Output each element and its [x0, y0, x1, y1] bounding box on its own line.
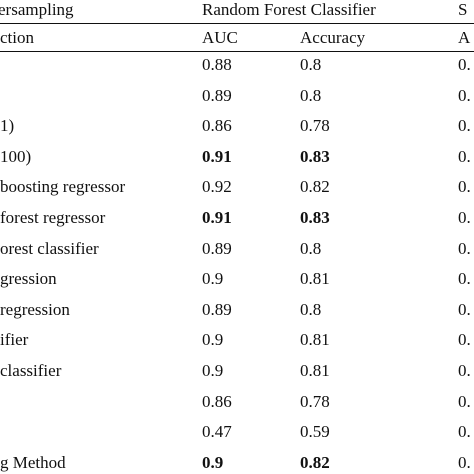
header-group-right: S [458, 0, 468, 19]
row-auc: 0.86 [202, 392, 232, 411]
row-accuracy: 0.8 [300, 300, 322, 319]
row-accuracy: 0.8 [300, 55, 322, 74]
row-label: classifier [0, 361, 62, 380]
row-right: 0. [458, 422, 471, 441]
row-label: 1) [0, 116, 15, 135]
row-accuracy: 0.83 [300, 208, 330, 227]
row-label: boosting regressor [0, 177, 126, 196]
row-right: 0. [458, 239, 471, 258]
row-label: orest classifier [0, 239, 99, 258]
row-accuracy: 0.59 [300, 422, 330, 441]
row-auc: 0.89 [202, 86, 232, 105]
row-auc: 0.89 [202, 300, 232, 319]
header-group-left: ersampling [0, 0, 74, 19]
row-label: 100) [0, 147, 32, 166]
row-right: 0. [458, 55, 471, 74]
row-auc: 0.91 [202, 147, 232, 166]
row-right: 0. [458, 86, 471, 105]
row-right: 0. [458, 330, 471, 349]
row-right: 0. [458, 392, 471, 411]
row-right: 0. [458, 147, 471, 166]
row-accuracy: 0.81 [300, 330, 330, 349]
header-rule [0, 51, 474, 52]
row-label: ifier [0, 330, 29, 349]
row-auc: 0.9 [202, 453, 224, 472]
header-col-auc: AUC [202, 28, 238, 47]
row-label: forest regressor [0, 208, 106, 227]
row-right: 0. [458, 269, 471, 288]
row-auc: 0.88 [202, 55, 232, 74]
row-auc: 0.9 [202, 269, 224, 288]
header-col-right: A [458, 28, 471, 47]
row-right: 0. [458, 361, 471, 380]
row-accuracy: 0.8 [300, 239, 322, 258]
group-underline [0, 23, 474, 24]
row-accuracy: 0.83 [300, 147, 330, 166]
row-accuracy: 0.78 [300, 392, 330, 411]
row-accuracy: 0.78 [300, 116, 330, 135]
row-auc: 0.91 [202, 208, 232, 227]
row-right: 0. [458, 116, 471, 135]
header-group-random-forest: Random Forest Classifier [202, 0, 376, 19]
row-auc: 0.9 [202, 330, 224, 349]
row-accuracy: 0.82 [300, 177, 330, 196]
row-accuracy: 0.81 [300, 361, 330, 380]
row-label: gression [0, 269, 57, 288]
row-label: regression [0, 300, 70, 319]
header-col-accuracy: Accuracy [300, 28, 366, 47]
row-accuracy: 0.82 [300, 453, 330, 472]
row-accuracy: 0.8 [300, 86, 322, 105]
row-auc: 0.89 [202, 239, 232, 258]
row-right: 0. [458, 300, 471, 319]
row-auc: 0.47 [202, 422, 232, 441]
row-label: g Method [0, 453, 66, 472]
row-right: 0. [458, 177, 471, 196]
row-auc: 0.86 [202, 116, 232, 135]
row-auc: 0.9 [202, 361, 224, 380]
row-right: 0. [458, 453, 471, 472]
header-col-left: ction [0, 28, 34, 47]
row-right: 0. [458, 208, 471, 227]
row-accuracy: 0.81 [300, 269, 330, 288]
row-auc: 0.92 [202, 177, 232, 196]
